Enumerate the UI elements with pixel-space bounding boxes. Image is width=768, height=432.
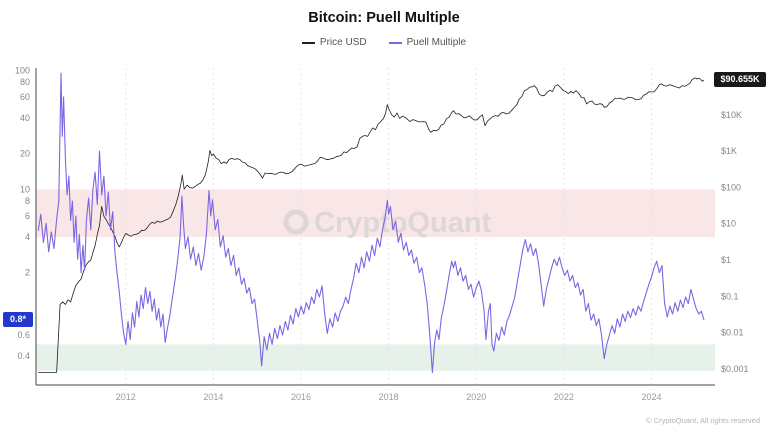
high-zone-band: [36, 189, 715, 237]
left-axis-tick: 10: [20, 185, 30, 195]
cryptoquant-logo-icon: [283, 209, 309, 235]
x-axis-tick: 2022: [554, 392, 574, 402]
right-axis-tick: $0.01: [721, 328, 744, 338]
left-axis-tick: 100: [15, 66, 30, 76]
left-axis-tick: 40: [20, 113, 30, 123]
left-axis-tick: 2: [25, 268, 30, 278]
legend-label-price: Price USD: [319, 37, 367, 48]
price-current-badge: $90.655K: [714, 72, 766, 88]
left-axis-tick: 0.4: [17, 351, 30, 361]
copyright-note: © CryptoQuant, All rights reserved: [646, 416, 760, 425]
left-axis-tick: 6: [25, 211, 30, 221]
x-axis-tick: 2014: [203, 392, 223, 402]
right-axis-tick: $1K: [721, 146, 737, 156]
legend-label-puell: Puell Multiple: [406, 37, 467, 48]
watermark-text: CryptoQuant: [314, 207, 492, 239]
right-axis-tick: $0.1: [721, 291, 739, 301]
x-axis-tick: 2012: [116, 392, 136, 402]
price-line: [38, 77, 705, 373]
x-axis-tick: 2020: [466, 392, 486, 402]
left-axis-tick: 8: [25, 196, 30, 206]
page-title: Bitcoin: Puell Multiple: [308, 10, 460, 26]
left-axis-tick: 80: [20, 77, 30, 87]
puell-line: [37, 72, 705, 374]
left-axis-tick: 20: [20, 149, 30, 159]
legend-item-puell[interactable]: Puell Multiple: [388, 37, 467, 48]
puell-line-swatch-icon: [388, 41, 402, 44]
left-axis-tick: 0.6: [17, 330, 30, 340]
right-axis-tick: $0.001: [721, 364, 749, 374]
watermark: CryptoQuant: [283, 207, 492, 239]
low-zone-band: [36, 344, 715, 371]
price-line-swatch-icon: [301, 41, 315, 44]
left-axis-tick: 4: [25, 232, 30, 242]
x-axis-tick: 2018: [379, 392, 399, 402]
x-axis-tick: 2016: [291, 392, 311, 402]
right-axis-tick: $10: [721, 219, 736, 229]
legend-item-price[interactable]: Price USD: [301, 37, 367, 48]
legend: Price USD Puell Multiple: [0, 37, 768, 48]
left-axis-tick: 60: [20, 92, 30, 102]
puell-current-badge: 0.8*: [3, 312, 33, 328]
right-axis-tick: $1: [721, 255, 731, 265]
right-axis-tick: $10K: [721, 110, 742, 120]
x-axis-tick: 2024: [641, 392, 661, 402]
right-axis-tick: $100: [721, 182, 741, 192]
